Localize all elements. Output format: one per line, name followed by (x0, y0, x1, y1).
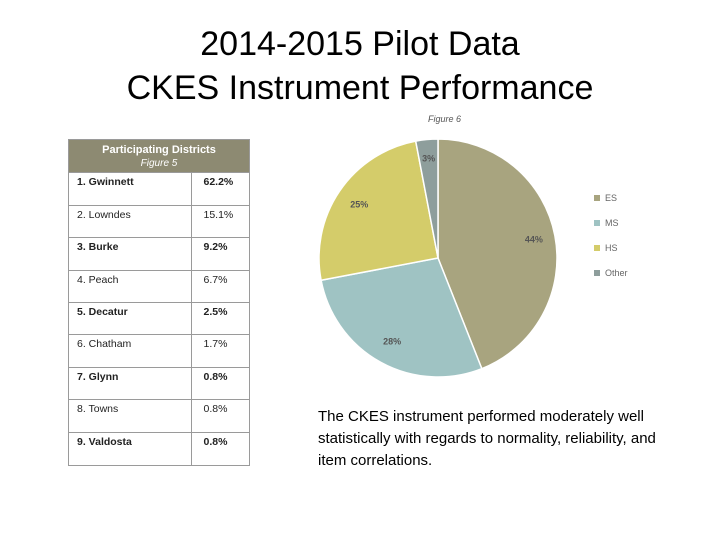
district-name: 1. Gwinnett (69, 173, 192, 206)
legend-item: ES (594, 192, 628, 204)
district-percentage: 0.8% (191, 367, 249, 401)
district-name: 8. Towns (69, 399, 192, 433)
pie-chart-legend: ES MS HS Other (594, 192, 628, 292)
district-name: 9. Valdosta (69, 432, 192, 465)
pie-slice-es (437, 138, 558, 370)
district-percentage: 62.2% (191, 173, 249, 206)
district-name: 6. Chatham (69, 334, 192, 368)
table-row: 1. Gwinnett 62.2% (69, 173, 249, 206)
pie-chart-svg: 44% 28% 25% 3% (318, 138, 558, 378)
district-percentage: 15.1% (191, 205, 249, 239)
legend-swatch (594, 220, 600, 226)
districts-table-header: Participating Districts Figure 5 (69, 140, 249, 173)
legend-label: MS (605, 218, 619, 228)
table-row: 3. Burke 9.2% (69, 237, 249, 271)
district-percentage: 0.8% (203, 435, 228, 448)
legend-label: Other (605, 268, 628, 278)
district-percentage: 0.8% (191, 399, 249, 433)
pie-chart: Figure 6 44% 28% 25% 3% ES MS HS Other (300, 110, 660, 400)
legend-item: Other (594, 267, 628, 279)
pie-chart-figure-label: Figure 6 (428, 114, 462, 124)
table-row: 5. Decatur 2.5% (69, 302, 249, 336)
district-name: 3. Burke (69, 237, 192, 271)
pie-slice-other (414, 138, 439, 259)
table-row: 4. Peach 6.7% (69, 270, 249, 304)
district-percentage: 9.2% (191, 237, 249, 271)
district-name: 5. Decatur (69, 302, 192, 336)
district-name: 7. Glynn (69, 367, 192, 401)
legend-swatch (594, 195, 600, 201)
district-percentage: 2.5% (191, 302, 249, 336)
districts-table: Participating Districts Figure 5 1. Gwin… (68, 139, 250, 466)
table-row: 6. Chatham 1.7% (69, 334, 249, 368)
district-percentage: 1.7% (191, 334, 249, 368)
legend-swatch (594, 270, 600, 276)
legend-item: MS (594, 217, 628, 229)
pie-data-label: 3% (422, 153, 435, 163)
district-name: 2. Lowndes (69, 205, 192, 239)
slide-title: 2014-2015 Pilot Data CKES Instrument Per… (0, 22, 720, 110)
table-row: 8. Towns 0.8% (69, 399, 249, 433)
district-name: 4. Peach (69, 270, 192, 304)
slide-title-line-2: CKES Instrument Performance (126, 69, 594, 107)
districts-table-title: Participating Districts (102, 144, 216, 156)
pie-slice-hs (318, 140, 439, 282)
legend-swatch (594, 245, 600, 251)
table-row: 7. Glynn 0.8% (69, 367, 249, 401)
pie-data-label: 44% (525, 235, 543, 245)
legend-label: HS (605, 243, 618, 253)
district-percentage: 6.7% (191, 270, 249, 304)
legend-item: HS (594, 242, 628, 254)
legend-label: ES (605, 193, 618, 203)
slide-title-line-1: 2014-2015 Pilot Data (200, 25, 520, 63)
table-row: 2. Lowndes 15.1% (69, 205, 249, 239)
pie-slice-ms (320, 257, 483, 378)
districts-table-figure-label: Figure 5 (140, 158, 178, 169)
body-text: The CKES instrument performed moderately… (318, 408, 656, 469)
table-row: 9. Valdosta 0.8% (69, 432, 249, 465)
pie-data-label: 28% (383, 336, 401, 346)
pie-data-label: 25% (350, 199, 368, 209)
districts-table-body: 1. Gwinnett 62.2% 2. Lowndes 15.1% 3. Burke 9… (69, 173, 249, 465)
